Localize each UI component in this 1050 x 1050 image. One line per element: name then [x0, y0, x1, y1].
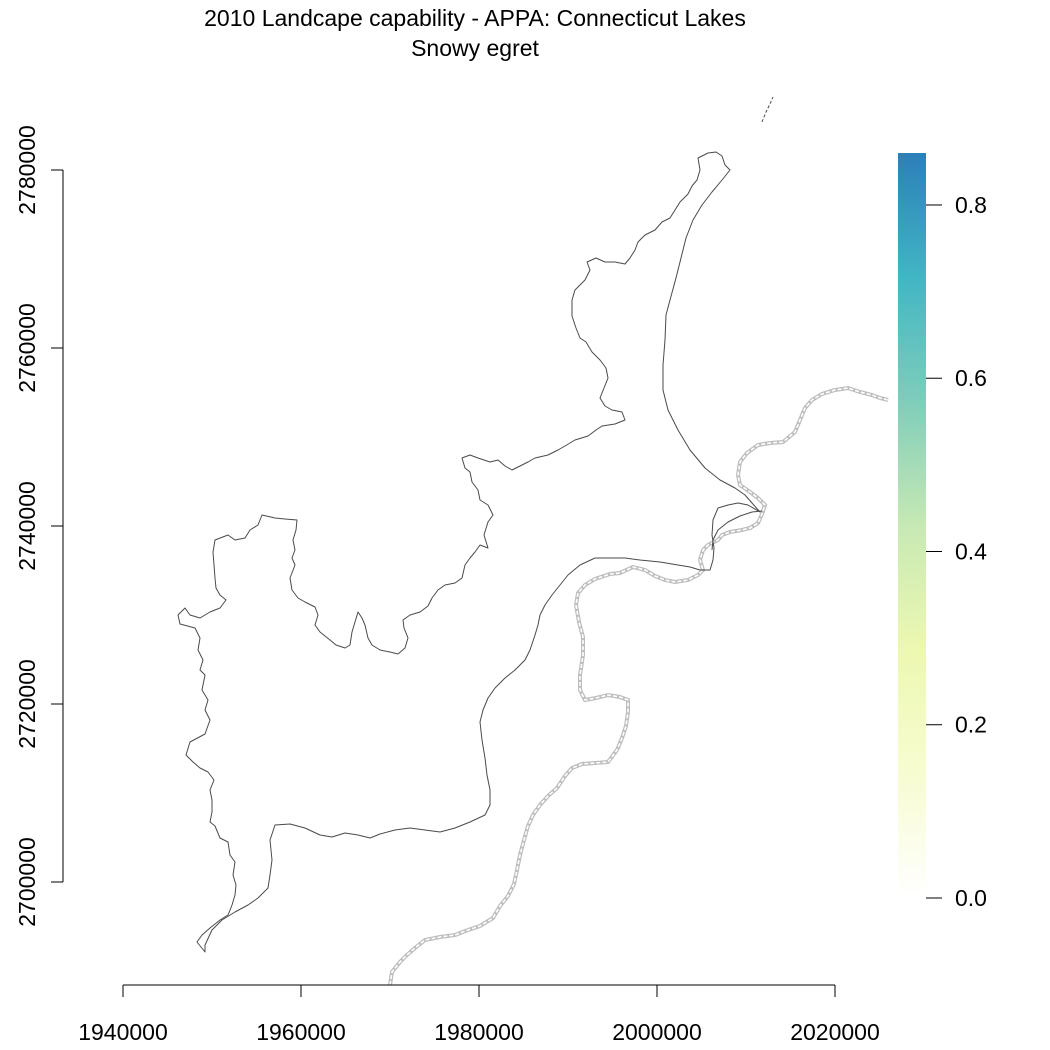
legend-tick-label: 0.8 — [955, 192, 987, 218]
y-tick-label: 2740000 — [14, 481, 40, 571]
y-tick-label: 2700000 — [14, 837, 40, 927]
x-tick-label: 1940000 — [78, 1019, 168, 1045]
state-boundary-line — [388, 385, 889, 986]
x-tick-label: 2000000 — [612, 1019, 702, 1045]
legend-color-bar — [898, 153, 926, 898]
legend-axis: 0.0 0.2 0.4 0.6 0.8 — [926, 192, 987, 911]
map-title: 2010 Landcape capability - APPA: Connect… — [204, 5, 746, 31]
legend-tick-label: 0.2 — [955, 712, 987, 738]
legend-tick-label: 0.6 — [955, 365, 987, 391]
y-axis: 2700000 2720000 2740000 2760000 2780000 — [14, 125, 64, 927]
legend-tick-label: 0.4 — [955, 538, 987, 564]
y-tick-label: 2720000 — [14, 659, 40, 749]
x-tick-label: 1980000 — [434, 1019, 524, 1045]
x-axis: 1940000 1960000 1980000 2000000 2020000 — [78, 984, 880, 1045]
legend-tick-label: 0.0 — [955, 885, 987, 911]
x-tick-label: 2020000 — [790, 1019, 880, 1045]
y-tick-label: 2760000 — [14, 303, 40, 393]
y-tick-label: 2780000 — [14, 125, 40, 215]
x-tick-label: 1960000 — [256, 1019, 346, 1045]
map-subtitle: Snowy egret — [411, 35, 539, 61]
appa-boundary-outline — [177, 96, 774, 953]
